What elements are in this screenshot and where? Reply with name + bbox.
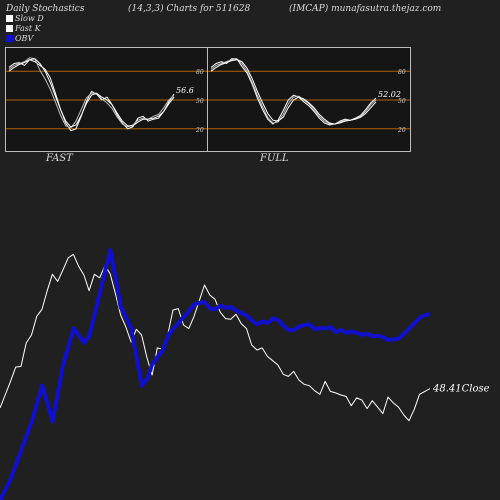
full-stochastic-panel: 80 50 20 52.02	[207, 47, 411, 152]
legend-item-slow-d: Slow D	[6, 14, 44, 23]
legend-label-obv: OBV	[15, 34, 34, 43]
full-panel-label: FULL	[260, 153, 289, 164]
chart-type-title: Daily Stochastics	[6, 4, 85, 14]
full-level-label-80: 80	[398, 69, 406, 76]
full-level-label-20: 20	[397, 127, 406, 134]
fast-last-value-label: 56.6	[176, 86, 194, 95]
fast-level-label-80: 80	[196, 69, 204, 76]
legend-item-fast-k: Fast K	[6, 24, 41, 33]
price-obv-plot: 48.41Close	[0, 248, 490, 500]
chart-symbol-title: (14,3,3) Charts for 511628	[128, 4, 251, 14]
legend-swatch-fast-k	[6, 25, 13, 32]
main-series-obv-line	[0, 248, 431, 500]
fast-stochastic-plot: 80 50 20 56.6	[6, 57, 208, 134]
fast-series-line-2	[8, 58, 175, 128]
legend-swatch-obv	[6, 35, 13, 42]
full-series-line-0	[210, 58, 377, 126]
legend-item-obv: OBV	[6, 34, 33, 43]
legend-label-fast-k: Fast K	[15, 24, 41, 33]
full-stochastic-plot: 80 50 20 52.02	[208, 58, 410, 134]
legend-swatch-slow-d	[6, 15, 13, 22]
legend-label-slow-d: Slow D	[15, 14, 44, 23]
fast-series-line-1	[8, 57, 175, 129]
full-series-line-1	[210, 58, 377, 125]
fast-panel-label: FAST	[46, 153, 73, 164]
main-series-close-line	[0, 253, 431, 422]
full-level-label-50: 50	[398, 98, 406, 105]
full-last-value-label: 52.02	[378, 90, 401, 99]
fast-level-label-20: 20	[195, 127, 204, 134]
fast-stochastic-panel: 80 50 20 56.6	[5, 47, 209, 152]
full-series-line-2	[210, 59, 377, 125]
fast-level-label-50: 50	[196, 98, 204, 105]
chart-source-title: (IMCAP) munafasutra.thejaz.com	[289, 4, 442, 14]
close-value-label: 48.41Close	[432, 384, 490, 395]
